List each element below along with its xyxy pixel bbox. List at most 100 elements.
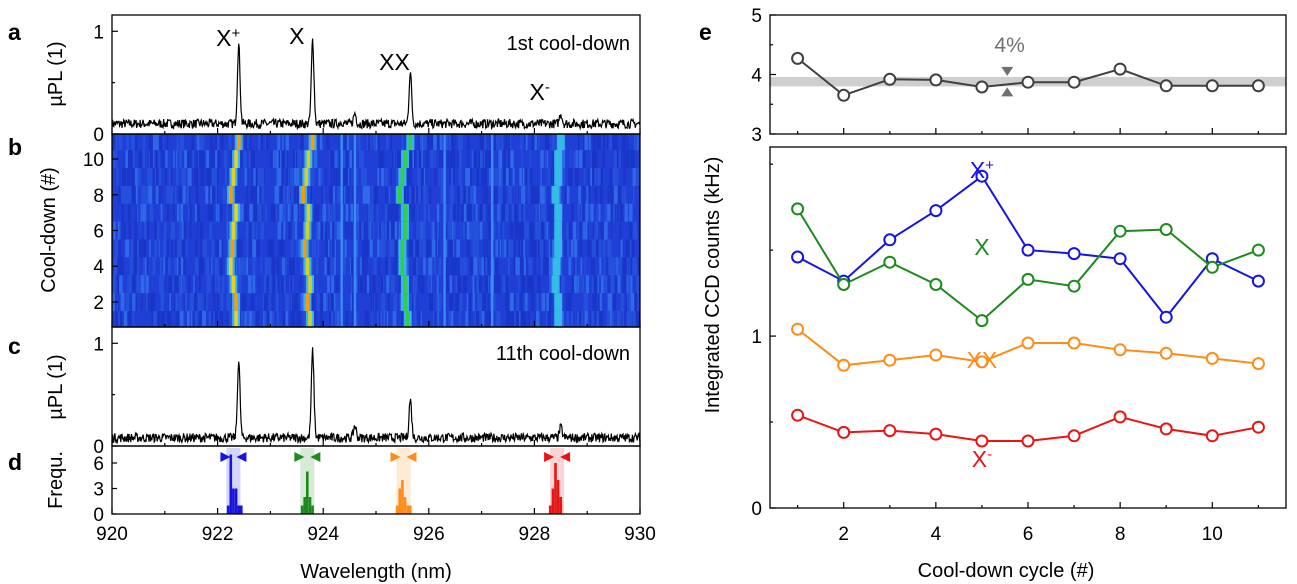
heatmap-noise-cell bbox=[278, 275, 280, 294]
heatmap-noise-cell bbox=[538, 203, 542, 222]
heatmap-noise-cell bbox=[309, 185, 312, 204]
heatmap-noise-cell bbox=[497, 275, 501, 294]
panel-d-ylabel: Frequ. bbox=[45, 451, 67, 509]
heatmap-noise-cell bbox=[472, 293, 475, 311]
heatmap-noise-cell bbox=[438, 203, 441, 222]
heatmap-noise-cell bbox=[608, 239, 612, 258]
heatmap-noise-cell bbox=[521, 203, 523, 222]
heatmap-noise-cell bbox=[479, 293, 483, 311]
heatmap-noise-cell bbox=[186, 185, 190, 204]
heatmap-noise-cell bbox=[343, 134, 347, 151]
heatmap-noise-cell bbox=[287, 203, 290, 222]
series-label-xplus: X+ bbox=[970, 157, 994, 184]
data-point-total bbox=[1251, 79, 1265, 93]
heatmap-noise-cell bbox=[292, 150, 295, 168]
heatmap-noise-cell bbox=[590, 150, 592, 168]
heatmap-noise-cell bbox=[620, 293, 623, 311]
heatmap-noise-cell bbox=[511, 310, 515, 327]
heatmap-noise-cell bbox=[391, 203, 394, 222]
heatmap-noise-cell bbox=[171, 239, 173, 258]
heatmap-noise-cell bbox=[498, 221, 501, 240]
data-point-xplus bbox=[791, 250, 805, 264]
histogram-bar bbox=[308, 497, 312, 514]
heatmap-noise-cell bbox=[592, 134, 597, 151]
heatmap-noise-cell bbox=[583, 293, 587, 311]
heatmap-noise-cell bbox=[338, 150, 342, 168]
heatmap-noise-cell bbox=[153, 168, 155, 186]
heatmap-noise-cell bbox=[237, 275, 240, 294]
heatmap-noise-cell bbox=[450, 310, 454, 327]
heatmap-noise-cell bbox=[187, 150, 190, 168]
heatmap-noise-cell bbox=[418, 310, 421, 327]
heatmap-noise-cell bbox=[151, 310, 154, 327]
heatmap-noise-cell bbox=[510, 150, 514, 168]
heatmap-noise-cell bbox=[347, 168, 349, 186]
heatmap-noise-cell bbox=[597, 134, 600, 151]
heatmap-noise-cell bbox=[229, 310, 232, 327]
band-arrow-up bbox=[1001, 87, 1014, 97]
heatmap-weak-line bbox=[443, 275, 446, 294]
heatmap-noise-cell bbox=[416, 221, 419, 240]
heatmap-noise-cell bbox=[135, 293, 137, 311]
histogram-mean-marker bbox=[294, 452, 305, 462]
heatmap-line-core bbox=[234, 203, 238, 222]
heatmap-noise-cell bbox=[271, 203, 275, 222]
heatmap-noise-cell bbox=[483, 168, 488, 186]
heatmap-noise-cell bbox=[174, 275, 179, 294]
heatmap-noise-cell bbox=[175, 239, 178, 258]
heatmap-noise-cell bbox=[378, 310, 381, 327]
data-point-total bbox=[1067, 75, 1081, 89]
heatmap-noise-cell bbox=[515, 257, 518, 276]
heatmap-noise-cell bbox=[430, 221, 433, 240]
heatmap-line-core bbox=[403, 203, 407, 222]
heatmap-line-core bbox=[553, 275, 558, 294]
heatmap-noise-cell bbox=[452, 150, 456, 168]
heatmap-noise-cell bbox=[422, 239, 426, 258]
heatmap-noise-cell bbox=[446, 257, 450, 276]
heatmap-line-core bbox=[408, 134, 413, 151]
heatmap-noise-cell bbox=[158, 239, 160, 258]
heatmap-layer bbox=[112, 134, 640, 327]
heatmap-noise-cell bbox=[579, 239, 583, 258]
heatmap-noise-cell bbox=[621, 134, 625, 151]
heatmap-noise-cell bbox=[434, 150, 436, 168]
heatmap-line-core bbox=[556, 293, 560, 311]
heatmap-line-core bbox=[305, 293, 310, 311]
heatmap-line-core bbox=[229, 185, 233, 204]
heatmap-noise-cell bbox=[622, 310, 624, 327]
heatmap-noise-cell bbox=[635, 257, 638, 276]
data-point-total bbox=[1021, 75, 1035, 89]
heatmap-noise-cell bbox=[118, 134, 121, 151]
heatmap-noise-cell bbox=[494, 168, 499, 186]
heatmap-noise-cell bbox=[408, 293, 413, 311]
heatmap-noise-cell bbox=[406, 239, 409, 258]
y-tick-label-a: 1 bbox=[93, 22, 104, 43]
heatmap-noise-cell bbox=[614, 150, 617, 168]
heatmap-noise-cell bbox=[489, 293, 492, 311]
heatmap-noise-cell bbox=[496, 310, 500, 327]
data-point-xx bbox=[1205, 351, 1219, 365]
heatmap-noise-cell bbox=[366, 257, 368, 276]
heatmap-noise-cell bbox=[561, 275, 565, 294]
heatmap-noise-cell bbox=[518, 239, 520, 258]
heatmap-noise-cell bbox=[302, 150, 305, 168]
heatmap-noise-cell bbox=[372, 134, 377, 151]
heatmap-noise-cell bbox=[418, 275, 420, 294]
panel-e-top-frame bbox=[769, 14, 1287, 135]
heatmap-noise-cell bbox=[123, 221, 126, 240]
heatmap-line-core bbox=[234, 293, 238, 311]
heatmap-noise-cell bbox=[426, 185, 428, 204]
heatmap-noise-cell bbox=[529, 221, 532, 240]
heatmap-noise-cell bbox=[169, 275, 173, 294]
heatmap-noise-cell bbox=[385, 168, 388, 186]
heatmap-noise-cell bbox=[324, 257, 327, 276]
heatmap-noise-cell bbox=[143, 134, 146, 151]
heatmap-noise-cell bbox=[296, 185, 300, 204]
heatmap-noise-cell bbox=[267, 239, 271, 258]
heatmap-noise-cell bbox=[619, 203, 623, 222]
heatmap-noise-cell bbox=[415, 257, 419, 276]
heatmap-noise-cell bbox=[494, 275, 497, 294]
heatmap-noise-cell bbox=[250, 185, 254, 204]
heatmap-noise-cell bbox=[194, 168, 198, 186]
heatmap-noise-cell bbox=[493, 310, 495, 327]
